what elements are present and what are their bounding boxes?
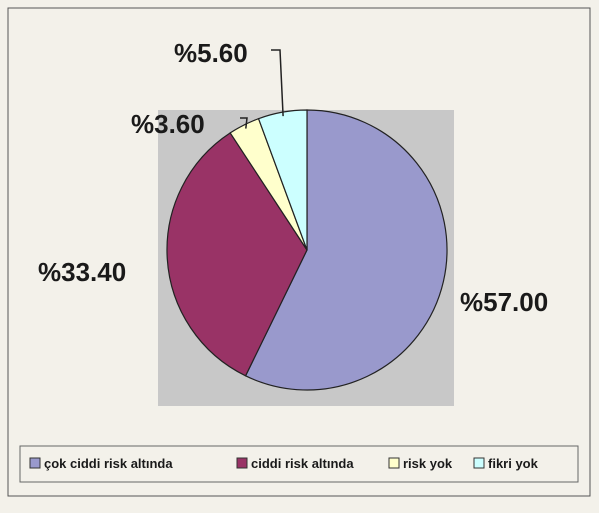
legend-box xyxy=(19,445,579,483)
pie-slice-ciddi xyxy=(166,132,308,377)
leader-lines xyxy=(240,49,284,129)
slice-label-fikri-yok: %5.60 xyxy=(174,38,248,68)
slice-label-risk-yok: %3.60 xyxy=(131,109,205,139)
legend-label-cok-ciddi: çok ciddi risk altında xyxy=(44,456,173,471)
legend-label-fikri-yok: fikri yok xyxy=(488,456,539,471)
legend-label-ciddi: ciddi risk altında xyxy=(251,456,354,471)
slice-label-ciddi: %33.40 xyxy=(38,257,126,287)
pie-slices xyxy=(166,109,448,391)
slice-label-cok-ciddi: %57.00 xyxy=(460,287,548,317)
legend-swatch-fikri-yok xyxy=(473,457,485,469)
leader-line-fikri-yok xyxy=(271,49,284,117)
legend-swatch-risk-yok xyxy=(388,457,400,469)
legend: çok ciddi risk altında ciddi risk altınd… xyxy=(19,445,579,483)
legend-label-risk-yok: risk yok xyxy=(403,456,453,471)
leader-line-risk-yok xyxy=(240,117,248,129)
pie-slice-cok-ciddi xyxy=(244,109,448,391)
legend-swatch-ciddi xyxy=(236,457,248,469)
legend-swatch-cok-ciddi xyxy=(29,457,41,469)
chart-frame xyxy=(7,7,591,497)
